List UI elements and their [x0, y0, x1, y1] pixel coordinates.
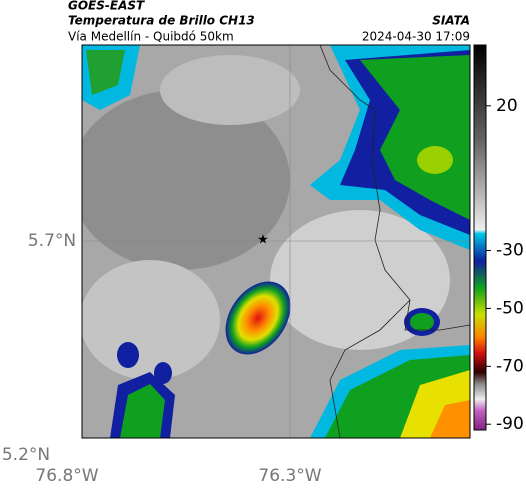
lat-label: 5.7°N: [28, 231, 76, 251]
colorbar-tick-label: -90: [496, 414, 524, 434]
route: Vía Medellín - Quibdó 50km: [68, 30, 234, 44]
satellite: GOES-EAST: [68, 0, 145, 13]
colorbar-tick-label: -70: [496, 356, 524, 376]
lat-label: 5.2°N: [2, 445, 50, 465]
colorbar-tick-label: -30: [496, 241, 524, 261]
colorbar: [473, 44, 487, 431]
colorbar-tick-label: 20: [496, 96, 518, 116]
lon-label: 76.8°W: [35, 466, 98, 486]
colorbar-tick-label: -50: [496, 298, 524, 318]
map-frame: [81, 44, 471, 439]
product: Temperatura de Brillo CH13: [68, 14, 255, 28]
svg-text:★: ★: [257, 233, 269, 248]
map-image: ★: [82, 45, 470, 438]
agency: SIATA: [432, 14, 470, 28]
datetime: 2024-04-30 17:09: [362, 30, 470, 44]
lon-label: 76.3°W: [258, 466, 321, 486]
